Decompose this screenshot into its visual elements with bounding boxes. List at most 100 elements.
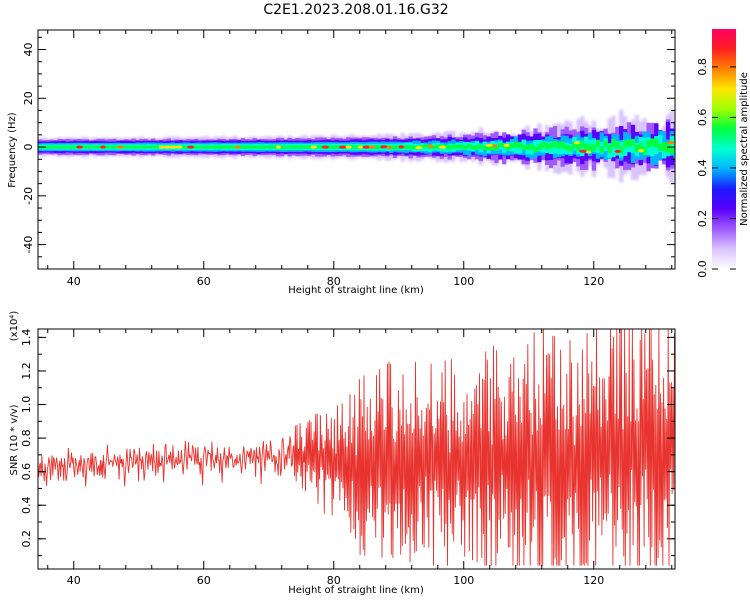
spectrogram-cell — [318, 145, 324, 149]
spectrogram-cell — [155, 145, 160, 149]
spectrogram-cell — [61, 145, 66, 149]
y-tick-label: 1.4 — [20, 329, 33, 347]
spectrogram-cell — [408, 145, 413, 150]
spectrogram-cell — [658, 143, 663, 152]
spectrogram-cell — [151, 145, 156, 149]
spectrogram-cell — [521, 139, 526, 150]
spectrogram-peak — [275, 145, 282, 149]
spectrogram-peak — [415, 146, 423, 150]
spectrogram-cell — [662, 142, 667, 152]
spectrogram-cell — [123, 145, 129, 149]
spectrogram-cell — [603, 140, 608, 147]
spectrogram-cell — [650, 138, 655, 157]
spectrogram-cell — [295, 145, 300, 149]
spectrogram-cell — [623, 140, 628, 156]
colorbar-tick-label: 0.8 — [696, 58, 709, 76]
spectrogram-cell — [595, 141, 600, 153]
spectrogram-cell — [642, 137, 647, 154]
spectrogram-cell — [248, 145, 253, 149]
spectrogram-cell — [424, 144, 429, 149]
spectrogram-peak — [100, 145, 106, 149]
y-tick-label: 0 — [22, 144, 35, 151]
spectrogram-cell — [283, 145, 288, 149]
spectrogram-cell — [529, 144, 534, 150]
x-tick-label: 80 — [327, 574, 341, 587]
spectrogram-cell — [279, 145, 285, 149]
spectrogram-cell — [330, 145, 335, 149]
spectrogram-cell — [568, 145, 573, 152]
spectrogram-peak — [357, 145, 363, 149]
spectrogram-cell — [533, 140, 538, 151]
colorbar-ticks: 0.0 0.2 0.4 0.6 0.8 — [696, 58, 736, 278]
spectrogram-peak — [492, 144, 498, 148]
colorbar-tick-label: 0.0 — [696, 260, 709, 278]
spectrogram-cell — [431, 145, 437, 150]
snr-y-axis-label: SNR (10 * v/v) — [9, 404, 20, 475]
spectrogram-peak — [169, 145, 178, 149]
snr-x-axis-label: Height of straight line (km) — [288, 585, 424, 596]
spectrogram-cell — [658, 134, 663, 152]
spectrogram-peak — [321, 145, 329, 149]
spectrogram-cell — [467, 143, 472, 148]
spectrogram-cell — [502, 143, 507, 153]
spectrogram-cell — [673, 140, 675, 149]
spectrogram-cell — [463, 141, 468, 150]
spectrogram-cell — [205, 145, 210, 149]
x-tick-label: 100 — [453, 574, 474, 587]
spectrogram-cell — [576, 144, 581, 152]
spectrogram-cell — [201, 145, 207, 149]
spectrogram-cell — [584, 136, 589, 151]
y-tick-label: 20 — [22, 91, 35, 105]
spectrogram-cell — [252, 145, 257, 149]
spectrogram-cell — [314, 145, 320, 149]
spectrogram-cell — [669, 147, 675, 155]
spectrogram-cell — [225, 145, 230, 149]
spectrogram-cell — [209, 145, 214, 149]
spectrogram-cell — [147, 145, 152, 149]
spectrogram-cell — [623, 140, 628, 148]
spectrogram-peak — [76, 145, 83, 149]
spectrogram-cell — [650, 138, 655, 147]
spectrogram-cell — [607, 145, 612, 153]
spectrogram-cell — [287, 145, 292, 149]
spectrogram-cell — [104, 145, 109, 149]
spectrogram-frame — [37, 29, 676, 270]
spectrogram-cell — [420, 144, 425, 149]
colorbar-gradient — [712, 29, 736, 269]
spectrogram-ticks: 40 60 80 100 120 40 20 0 -20 -40 — [22, 30, 675, 288]
spectrogram-cell — [194, 145, 199, 149]
spectrogram-cell — [611, 144, 616, 158]
spectrogram-cell — [587, 144, 593, 152]
colorbar-label: Normalized spectral amplitude — [739, 72, 750, 226]
y-tick-label: 1.2 — [20, 362, 33, 380]
spectrogram-peak — [158, 145, 165, 149]
spectrogram-cell — [537, 144, 542, 151]
spectrogram-cell — [599, 146, 604, 154]
snr-frame — [37, 328, 676, 570]
spectrogram-cell — [630, 138, 636, 147]
spectrogram-cell — [662, 143, 667, 159]
spectrogram-peak — [362, 145, 370, 149]
spectrogram-cell — [517, 144, 522, 154]
y-tick-label: 0.6 — [20, 463, 33, 481]
spectrogram-cell — [53, 145, 58, 149]
spectrogram-peak — [339, 145, 347, 149]
spectrogram-cell — [80, 145, 86, 149]
spectrogram-cell — [303, 145, 308, 149]
colorbar-tick-label: 0.2 — [696, 210, 709, 228]
spectrogram-cell — [88, 145, 93, 149]
spectrogram-cell — [412, 145, 417, 150]
spectrogram-cell — [517, 142, 522, 148]
spectrogram-peak — [574, 141, 580, 145]
spectrogram-peak — [438, 145, 447, 149]
spectrogram-x-axis-label: Height of straight line (km) — [288, 285, 424, 296]
spectrogram-peak — [234, 145, 241, 149]
spectrogram-panel: 40 60 80 100 120 40 20 0 -20 -40 Height of straig… — [7, 29, 676, 296]
spectrogram-cell — [673, 139, 675, 158]
spectrogram-cell — [525, 144, 530, 150]
spectrogram-cell — [630, 139, 636, 153]
spectrogram-cell — [533, 147, 538, 153]
spectrogram-cell — [591, 144, 597, 152]
spectrogram-peak — [345, 145, 352, 149]
spectrogram-cell — [506, 146, 511, 151]
